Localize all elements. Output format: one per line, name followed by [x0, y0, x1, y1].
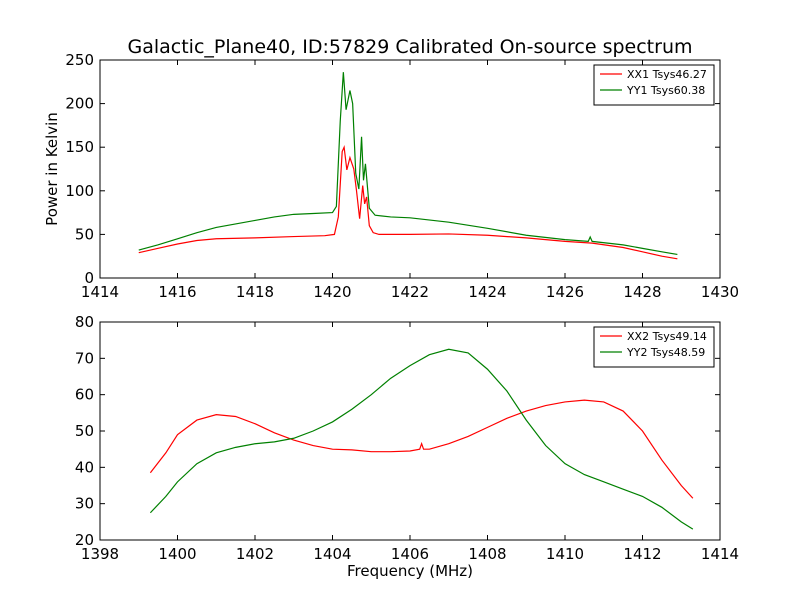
legend-box: [593, 64, 715, 106]
x-axis-label: Frequency (MHz): [347, 562, 473, 580]
legend-entry: XX2 Tsys49.14: [627, 330, 707, 343]
x-tick-label: 1404: [313, 545, 351, 563]
y-tick-label: 70: [75, 349, 94, 367]
top-subplot: 1414 1416 1418 1420 1422 1424 1426 1428 1430 0 50 1…: [43, 51, 739, 301]
x-tick-label: 1400: [158, 545, 196, 563]
x-tick-label: 1402: [236, 545, 274, 563]
x-tick-label: 1418: [236, 283, 274, 301]
y-tick-label: 80: [75, 313, 94, 331]
y-tick-label: 30: [75, 495, 94, 513]
x-tick-label: 1408: [468, 545, 506, 563]
y-tick-label: 0: [84, 269, 94, 287]
series-line-1-0: [149, 399, 694, 499]
y-tick-label: 40: [75, 458, 94, 476]
y-tick-label: 100: [65, 182, 94, 200]
x-tick-label: 1414: [81, 283, 119, 301]
y-tick-label: 200: [65, 95, 94, 113]
x-tick-label: 1424: [468, 283, 506, 301]
x-tick-label: 1416: [158, 283, 196, 301]
x-tick-label: 1398: [81, 545, 119, 563]
figure-title: Galactic_Plane40, ID:57829 Calibrated On…: [127, 36, 692, 58]
x-tick-label: 1428: [623, 283, 661, 301]
y-axis-label: Power in Kelvin: [43, 112, 61, 226]
x-tick-label: 1412: [623, 545, 661, 563]
y-tick-label: 250: [65, 51, 94, 69]
legend-box: [593, 326, 715, 368]
series-line-0-1: [138, 72, 678, 256]
legend-entry: XX1 Tsys46.27: [627, 68, 707, 81]
x-tick-label: 1422: [391, 283, 429, 301]
x-tick-label: 1410: [546, 545, 584, 563]
y-tick-label: 60: [75, 386, 94, 404]
legend-entry: YY2 Tsys48.59: [626, 346, 705, 359]
y-tick-label: 150: [65, 138, 94, 156]
series-line-1-1: [149, 348, 694, 530]
series-line-0-0: [138, 144, 678, 260]
y-tick-label: 50: [75, 422, 94, 440]
x-tick-label: 1426: [546, 283, 584, 301]
bottom-subplot: 1398 1400 1402 1404 1406 1408 1410 1412 1414 20 30…: [75, 313, 739, 580]
x-tick-label: 1406: [391, 545, 429, 563]
y-tick-label: 20: [75, 531, 94, 549]
x-tick-label: 1414: [701, 545, 739, 563]
y-tick-label: 50: [75, 225, 94, 243]
x-tick-label: 1430: [701, 283, 739, 301]
x-tick-label: 1420: [313, 283, 351, 301]
legend-entry: YY1 Tsys60.38: [626, 84, 705, 97]
